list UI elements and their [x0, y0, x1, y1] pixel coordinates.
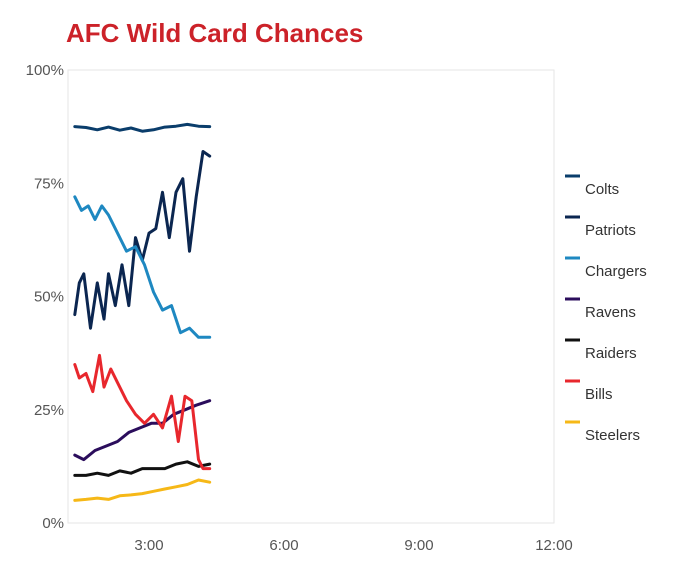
series-line-colts — [73, 122, 212, 133]
series-line-chargers — [73, 195, 212, 339]
y-tick-label: 0% — [42, 515, 64, 532]
legend-label-chargers: Chargers — [585, 263, 647, 280]
y-tick-label: 50% — [34, 289, 64, 306]
legend-label-patriots: Patriots — [585, 222, 636, 239]
x-axis: 3:00 6:00 9:00 12:00 — [134, 537, 572, 554]
legend-label-colts: Colts — [585, 181, 619, 198]
x-tick-label: 9:00 — [404, 537, 433, 554]
series-line-raiders — [73, 460, 212, 477]
series-line-patriots — [73, 150, 212, 330]
series-lines — [73, 122, 212, 502]
x-tick-label: 3:00 — [134, 537, 163, 554]
x-tick-label: 6:00 — [269, 537, 298, 554]
legend-label-raiders: Raiders — [585, 345, 637, 362]
plot-area — [67, 69, 555, 524]
series-line-steelers — [73, 478, 212, 502]
x-tick-label: 12:00 — [535, 537, 573, 554]
series-line-ravens — [73, 399, 212, 462]
series-line-bills — [73, 353, 212, 471]
y-tick-label: 75% — [34, 175, 64, 192]
chart-title: AFC Wild Card Chances — [66, 18, 363, 48]
y-tick-label: 100% — [26, 62, 64, 79]
y-axis: 0% 25% 50% 75% 100% — [26, 62, 64, 532]
legend: Colts Patriots Chargers Ravens Raiders Bills S… — [565, 174, 647, 444]
legend-label-steelers: Steelers — [585, 427, 640, 444]
legend-label-ravens: Ravens — [585, 304, 636, 321]
legend-label-bills: Bills — [585, 386, 613, 403]
y-tick-label: 25% — [34, 402, 64, 419]
